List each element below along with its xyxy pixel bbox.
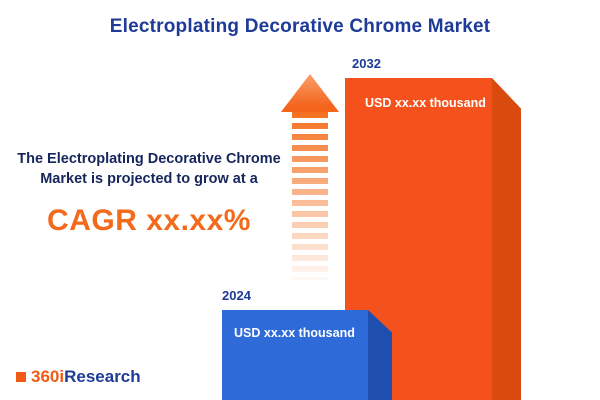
logo-prefix: 360i bbox=[31, 367, 65, 386]
market-description: The Electroplating Decorative Chrome Mar… bbox=[17, 151, 281, 187]
arrow-shaft bbox=[292, 112, 328, 280]
bar-2024-value-label: USD xx.xx thousand bbox=[234, 326, 355, 340]
bar-2024 bbox=[222, 310, 368, 400]
logo-square-icon bbox=[16, 372, 26, 382]
page-title: Electroplating Decorative Chrome Market bbox=[109, 16, 491, 37]
bar-2032-value-label: USD xx.xx thousand bbox=[365, 96, 486, 110]
growth-arrow bbox=[281, 74, 339, 284]
bar-2024-year-label: 2024 bbox=[222, 288, 251, 303]
arrow-head-icon bbox=[281, 74, 339, 112]
logo: 360i Research bbox=[16, 367, 141, 387]
cagr-text: CAGR xx.xx% bbox=[47, 204, 251, 237]
bar-2032-year-label: 2032 bbox=[352, 56, 381, 71]
bar-2032-side-face bbox=[492, 78, 521, 400]
logo-suffix: Research bbox=[64, 367, 141, 386]
